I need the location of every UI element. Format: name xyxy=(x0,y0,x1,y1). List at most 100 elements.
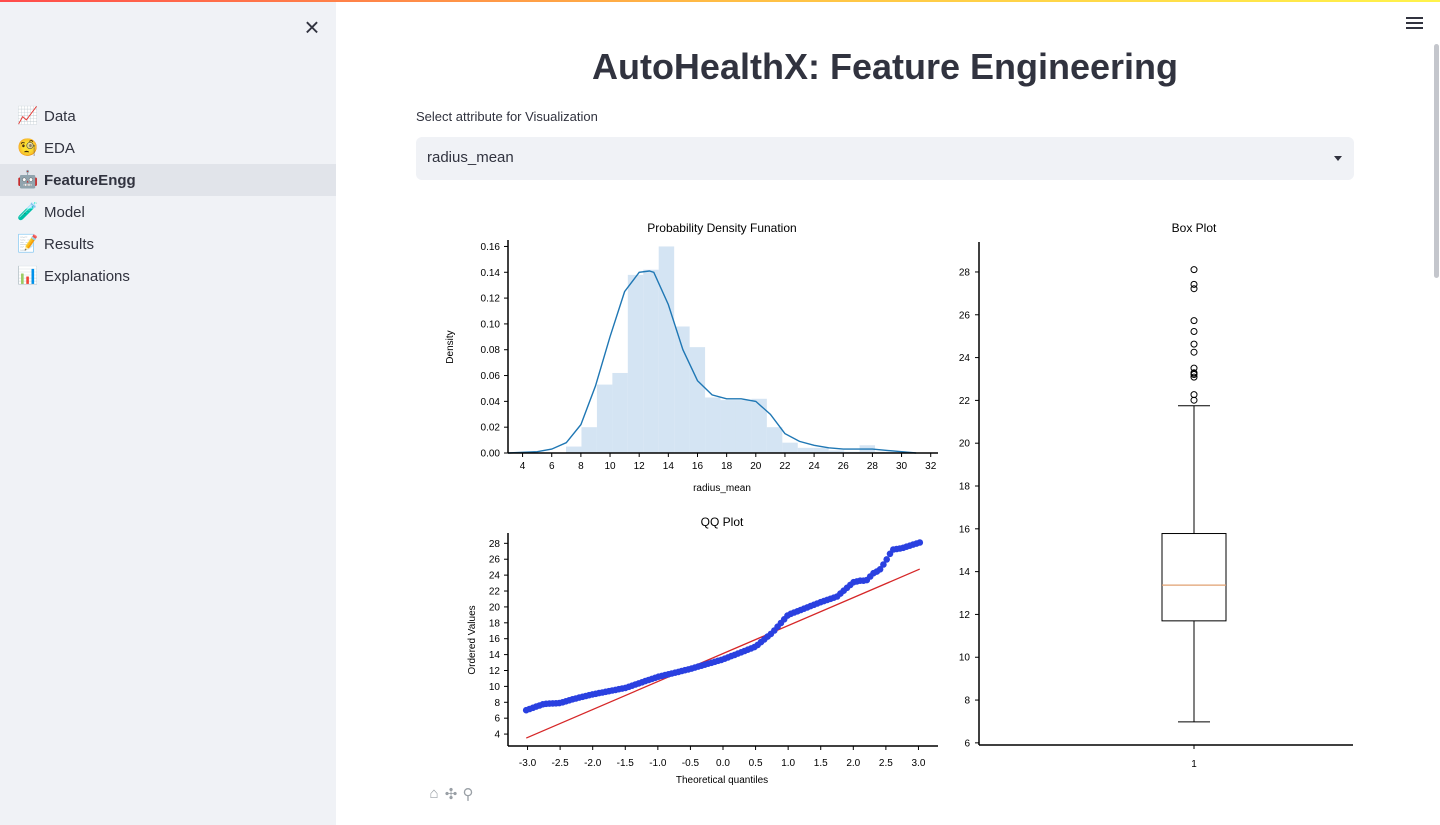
sidebar-item-featureengg[interactable]: 🤖 FeatureEngg xyxy=(0,164,336,196)
sidebar-item-label: EDA xyxy=(44,139,75,157)
box-outlier xyxy=(1190,340,1198,348)
box-outlier xyxy=(1190,285,1198,293)
histogram-bar xyxy=(689,347,706,453)
x-tick-label: 28 xyxy=(867,461,879,472)
y-tick-label: 16 xyxy=(959,524,971,535)
histogram-bar xyxy=(643,269,659,453)
sidebar-nav: 📈 Data 🧐 EDA 🤖 FeatureEngg 🧪 Model 📝 Res… xyxy=(0,100,336,292)
y-tick-label: 16 xyxy=(489,634,501,645)
select-value: radius_mean xyxy=(427,149,514,166)
box-iqr xyxy=(1161,533,1227,622)
histogram-bar xyxy=(674,326,690,453)
feature-figure: 4 6 8 10 12 14 16 18 20 22 24 26 28 30 320.000.020.040… xyxy=(445,221,1353,786)
x-tick-label: 2.0 xyxy=(846,758,860,769)
kde-line xyxy=(507,270,917,454)
box-outlier xyxy=(1190,328,1198,335)
hamburger-menu-icon[interactable] xyxy=(1404,14,1426,36)
home-icon[interactable]: ⌂ xyxy=(429,785,439,802)
histogram-bar xyxy=(751,398,767,453)
robot-icon: 🤖 xyxy=(17,170,39,189)
x-tick-label: 3.0 xyxy=(912,758,926,769)
select-label: Select attribute for Visualization xyxy=(416,109,598,124)
sidebar-item-results[interactable]: 📝 Results xyxy=(0,228,336,260)
y-tick-label: 24 xyxy=(959,353,971,364)
x-tick-label: 0.0 xyxy=(716,758,730,769)
histogram-bar xyxy=(705,397,721,453)
x-tick-label: 6 xyxy=(549,461,555,472)
x-tick-label: -1.5 xyxy=(617,758,635,769)
x-tick-label: 18 xyxy=(721,461,733,472)
x-tick-label: 4 xyxy=(520,461,526,472)
x-tick-label: 0.5 xyxy=(749,758,763,769)
sidebar-item-data[interactable]: 📈 Data xyxy=(0,100,336,132)
y-tick-label: 0.12 xyxy=(481,294,501,305)
sidebar-item-label: Explanations xyxy=(44,267,130,285)
histogram-bar xyxy=(658,246,675,453)
x-tick-label: -2.5 xyxy=(552,758,570,769)
y-tick-label: 26 xyxy=(959,310,971,321)
qq-fit-line xyxy=(525,568,921,739)
x-tick-label: 8 xyxy=(578,461,584,472)
page-title: AutoHealthX: Feature Engineering xyxy=(591,46,1179,87)
qq-point xyxy=(916,539,924,546)
histogram-bar xyxy=(627,274,644,453)
box-outlier xyxy=(1190,280,1198,288)
y-tick-label: 18 xyxy=(489,618,501,629)
sidebar-item-label: Data xyxy=(44,107,76,125)
y-tick-label: 10 xyxy=(489,682,501,693)
y-tick-label: 0.04 xyxy=(481,397,501,408)
memo-icon: 📝 xyxy=(17,234,39,253)
y-tick-label: 20 xyxy=(959,439,971,450)
qq-point xyxy=(880,561,887,568)
attribute-select[interactable]: radius_mean xyxy=(416,137,1354,180)
histogram-bar xyxy=(735,400,752,453)
box-outlier xyxy=(1190,364,1198,372)
histogram-bar xyxy=(828,450,845,453)
y-tick-label: 0.08 xyxy=(481,345,501,356)
x-tick-label: 1.0 xyxy=(781,758,795,769)
face-with-monocle-icon: 🧐 xyxy=(17,138,39,157)
close-icon[interactable]: × xyxy=(304,12,320,42)
x-tick-label: -3.0 xyxy=(519,758,537,769)
x-tick-label: 32 xyxy=(925,461,937,472)
sidebar-item-eda[interactable]: 🧐 EDA xyxy=(0,132,336,164)
x-tick-label: 12 xyxy=(634,461,646,472)
y-tick-label: 0.02 xyxy=(481,423,501,434)
y-tick-label: 12 xyxy=(489,666,501,677)
x-tick-label: -0.5 xyxy=(682,758,700,769)
histogram-bar xyxy=(596,384,613,453)
sidebar: × 📈 Data 🧐 EDA 🤖 FeatureEngg 🧪 Model 📝 R… xyxy=(0,2,336,825)
pan-icon[interactable]: ✣ xyxy=(444,786,458,803)
sidebar-item-explanations[interactable]: 📊 Explanations xyxy=(0,260,336,292)
y-tick-label: 10 xyxy=(959,653,971,664)
box-outlier xyxy=(1190,369,1198,377)
y-tick-label: 14 xyxy=(959,567,971,578)
x-tick-label: -1.0 xyxy=(649,758,667,769)
y-tick-label: 24 xyxy=(489,571,501,582)
sidebar-item-label: Results xyxy=(44,235,95,253)
box-outlier xyxy=(1190,266,1198,274)
x-tick-label: 1 xyxy=(1191,759,1197,770)
histogram-bar xyxy=(566,446,582,453)
y-axis-label: Ordered Values xyxy=(467,605,478,674)
sidebar-item-model[interactable]: 🧪 Model xyxy=(0,196,336,228)
chart-title: QQ Plot xyxy=(701,515,744,529)
plot-toolbar: ⌂ ✣ ⚲ xyxy=(426,785,476,803)
y-tick-label: 14 xyxy=(489,650,501,661)
y-tick-label: 8 xyxy=(494,698,500,709)
histogram-bar xyxy=(720,400,736,453)
zoom-icon[interactable]: ⚲ xyxy=(462,786,474,803)
scrollbar[interactable] xyxy=(1434,44,1439,278)
histogram-bar xyxy=(797,447,814,453)
x-tick-label: 14 xyxy=(663,461,675,472)
sidebar-item-label: Model xyxy=(44,203,85,221)
histogram-bar xyxy=(813,447,829,453)
y-tick-label: 20 xyxy=(489,602,501,613)
x-tick-label: 16 xyxy=(692,461,704,472)
box-outlier xyxy=(1190,317,1198,325)
chart-title: Probability Density Funation xyxy=(647,221,796,235)
x-tick-label: 10 xyxy=(604,461,616,472)
y-tick-label: 28 xyxy=(489,539,501,550)
x-tick-label: 1.5 xyxy=(814,758,828,769)
y-tick-label: 6 xyxy=(494,714,500,725)
